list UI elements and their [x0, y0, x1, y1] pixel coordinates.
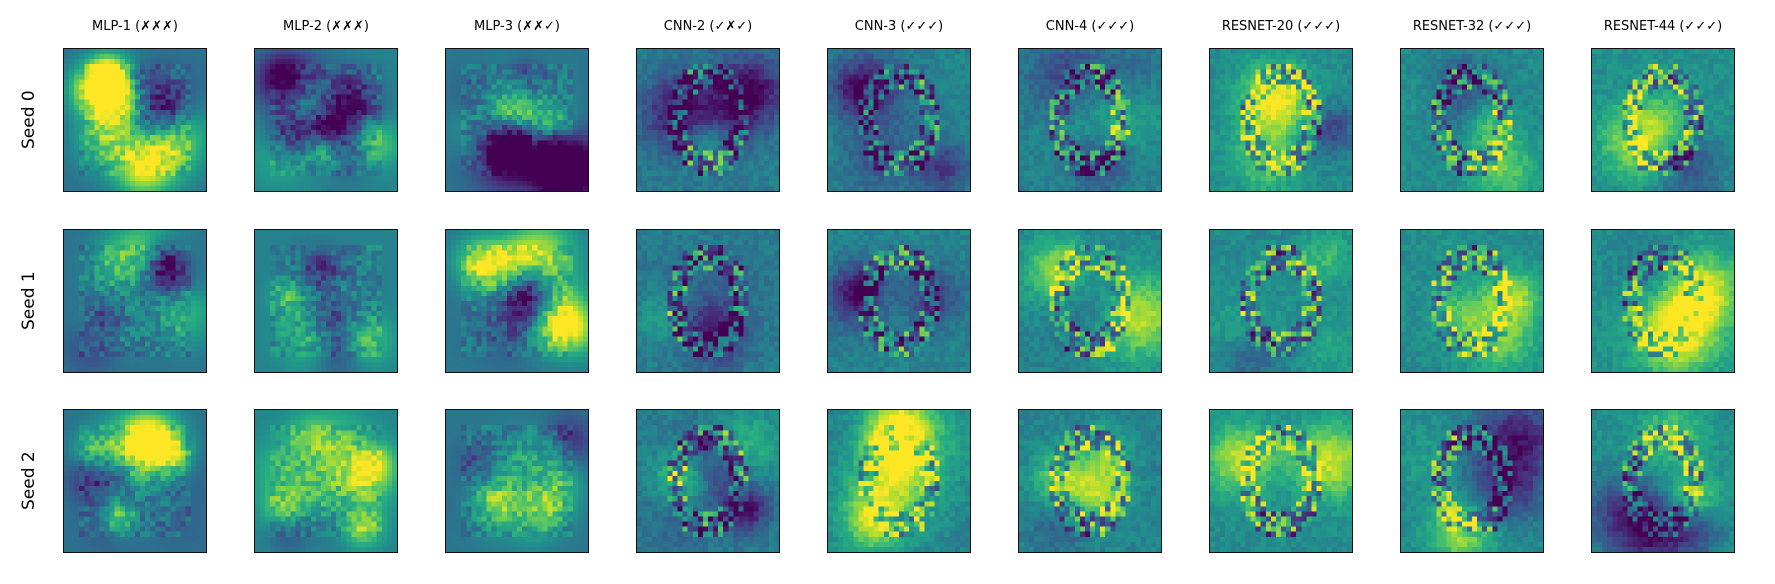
- saliency-map-panel: [827, 48, 971, 192]
- saliency-map-image: [1401, 230, 1543, 372]
- saliency-map-panel: [254, 229, 398, 373]
- saliency-map-panel: [1018, 409, 1162, 553]
- saliency-map-image: [1210, 410, 1352, 552]
- row-label: Seed 0: [19, 90, 39, 150]
- saliency-map-image: [446, 410, 588, 552]
- saliency-map-panel: [445, 409, 589, 553]
- saliency-map-panel: [827, 409, 971, 553]
- saliency-map-image: [1592, 230, 1734, 372]
- saliency-map-image: [1592, 410, 1734, 552]
- saliency-map-image: [637, 410, 779, 552]
- column-title: RESNET-44 (✓✓✓): [1603, 19, 1723, 34]
- saliency-map-image: [446, 49, 588, 191]
- saliency-map-panel: [1591, 409, 1735, 553]
- saliency-map-image: [1210, 49, 1352, 191]
- saliency-map-image: [637, 49, 779, 191]
- saliency-map-panel: [1018, 48, 1162, 192]
- saliency-map-panel: [63, 409, 207, 553]
- saliency-map-panel: [636, 229, 780, 373]
- saliency-map-panel: [1209, 229, 1353, 373]
- saliency-map-image: [255, 49, 397, 191]
- saliency-map-image: [64, 49, 206, 191]
- column-title: CNN-4 (✓✓✓): [1045, 19, 1135, 34]
- column-title: RESNET-32 (✓✓✓): [1412, 19, 1532, 34]
- saliency-map-panel: [63, 48, 207, 192]
- saliency-map-image: [255, 410, 397, 552]
- saliency-map-image: [1592, 49, 1734, 191]
- row-label: Seed 1: [19, 271, 39, 331]
- saliency-map-panel: [1400, 229, 1544, 373]
- saliency-map-panel: [254, 409, 398, 553]
- saliency-map-panel: [1400, 48, 1544, 192]
- saliency-map-panel: [636, 409, 780, 553]
- saliency-map-image: [255, 230, 397, 372]
- saliency-map-panel: [827, 229, 971, 373]
- saliency-map-image: [446, 230, 588, 372]
- saliency-map-panel: [1018, 229, 1162, 373]
- column-title: MLP-2 (✗✗✗): [283, 19, 369, 34]
- saliency-map-image: [1019, 410, 1161, 552]
- saliency-map-image: [828, 230, 970, 372]
- column-title: RESNET-20 (✓✓✓): [1221, 19, 1341, 34]
- saliency-map-panel: [1591, 48, 1735, 192]
- saliency-map-image: [1401, 410, 1543, 552]
- saliency-map-image: [1210, 230, 1352, 372]
- column-title: MLP-1 (✗✗✗): [92, 19, 178, 34]
- saliency-map-image: [828, 410, 970, 552]
- saliency-map-image: [828, 49, 970, 191]
- saliency-map-panel: [1209, 48, 1353, 192]
- saliency-map-image: [1019, 230, 1161, 372]
- saliency-map-panel: [1209, 409, 1353, 553]
- row-label: Seed 2: [19, 451, 39, 511]
- saliency-map-panel: [445, 48, 589, 192]
- saliency-map-image: [64, 230, 206, 372]
- saliency-map-panel: [636, 48, 780, 192]
- saliency-map-panel: [254, 48, 398, 192]
- saliency-map-panel: [63, 229, 207, 373]
- saliency-map-image: [64, 410, 206, 552]
- saliency-map-image: [1019, 49, 1161, 191]
- column-title: CNN-2 (✓✗✓): [663, 19, 753, 34]
- saliency-map-panel: [445, 229, 589, 373]
- saliency-map-image: [1401, 49, 1543, 191]
- column-title: CNN-3 (✓✓✓): [854, 19, 944, 34]
- saliency-map-panel: [1400, 409, 1544, 553]
- saliency-map-panel: [1591, 229, 1735, 373]
- column-title: MLP-3 (✗✗✓): [474, 19, 560, 34]
- saliency-map-image: [637, 230, 779, 372]
